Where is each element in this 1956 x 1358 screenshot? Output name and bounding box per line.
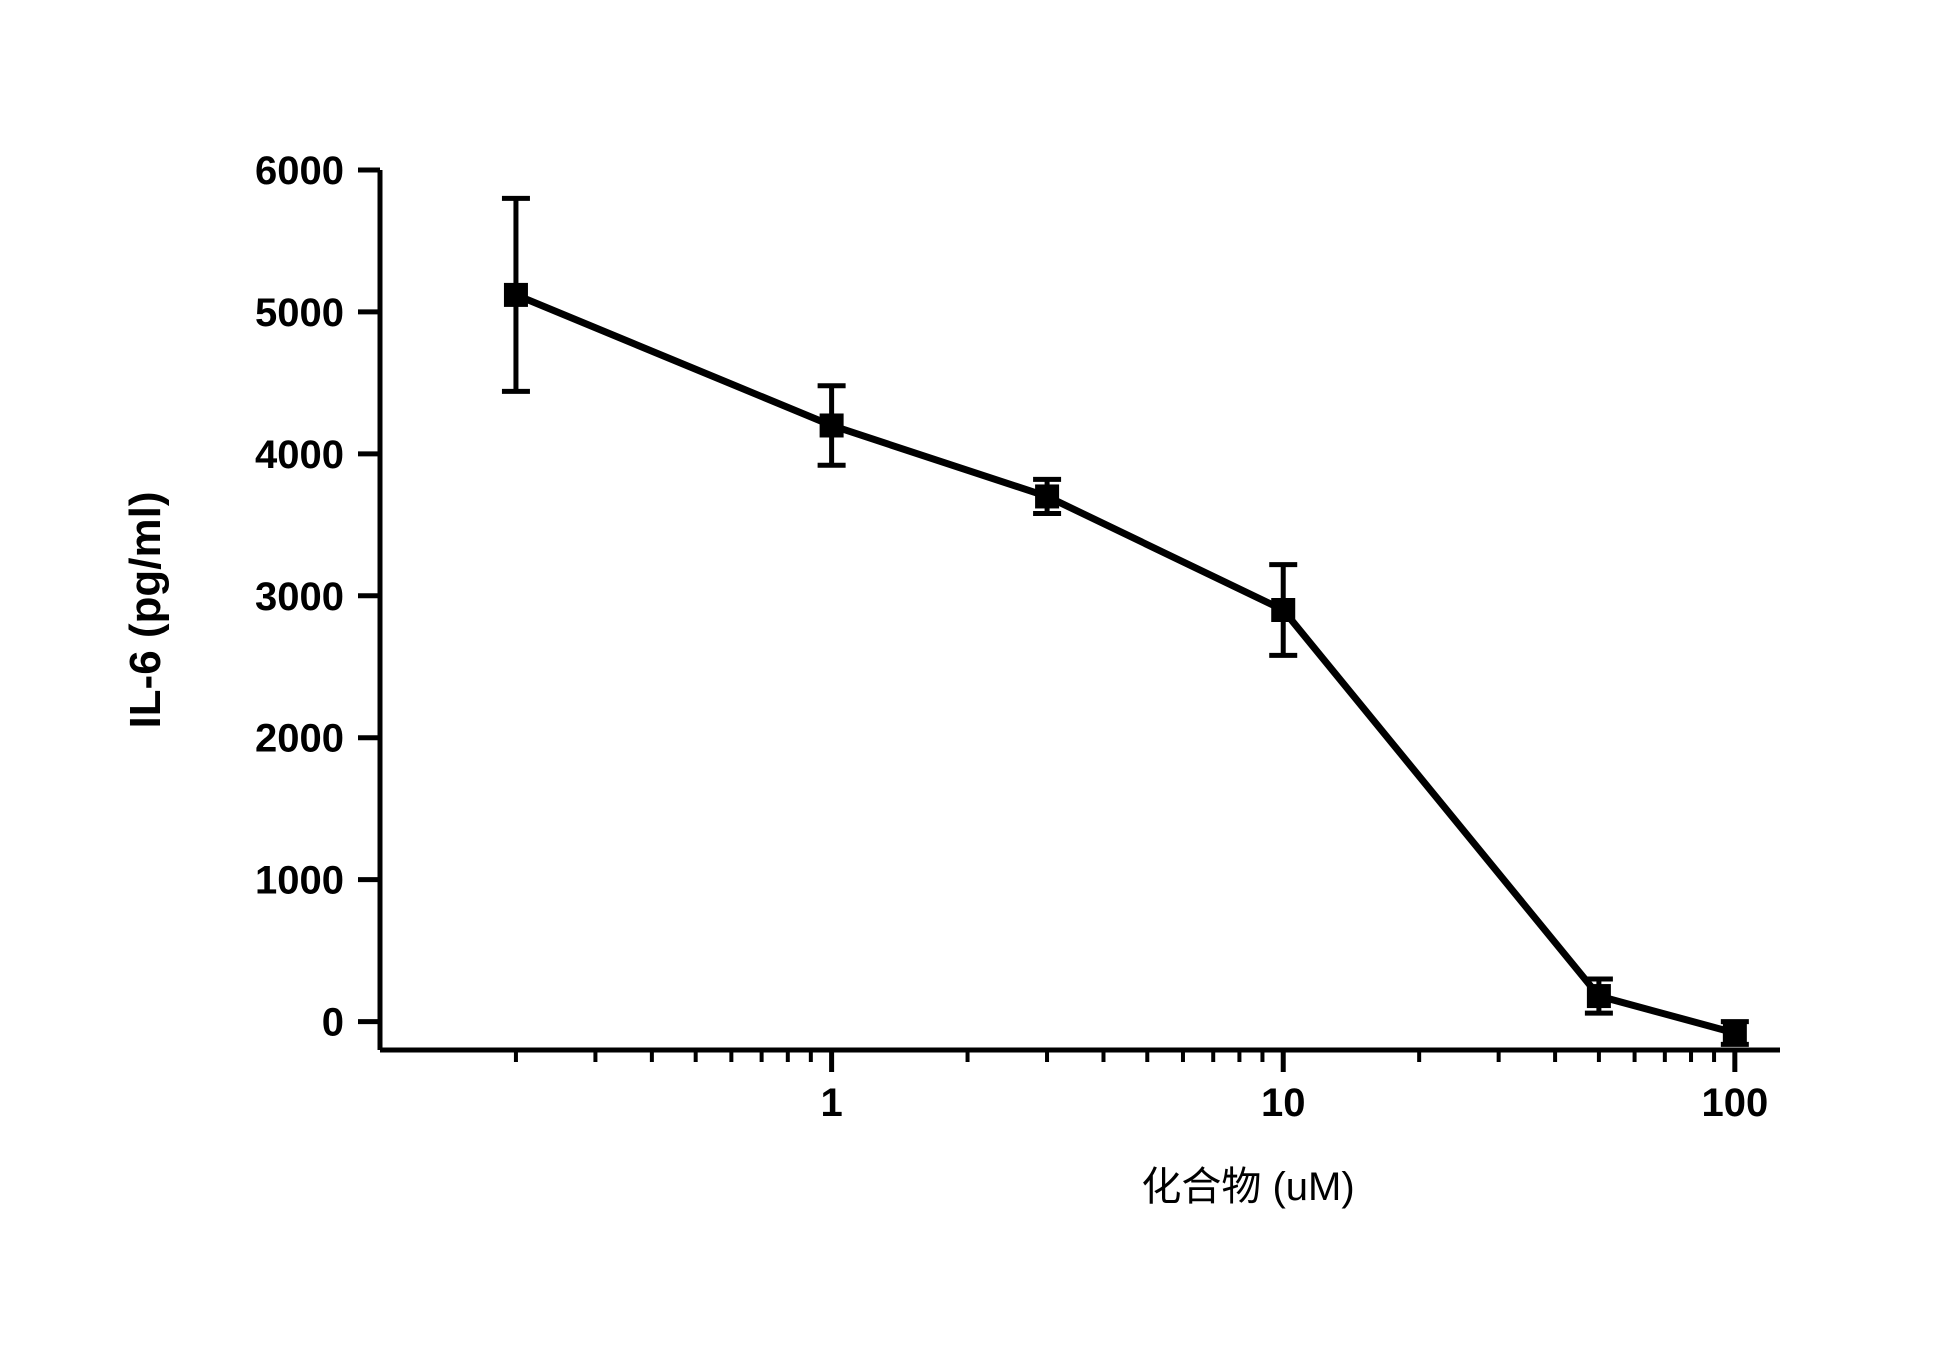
y-axis-label: IL-6 (pg/ml) [121,491,170,728]
data-marker [1723,1021,1747,1045]
chart-container: 0 1000 2000 3000 4000 5000 6000 IL-6 (pg/ml) 1 10… [0,0,1956,1358]
data-marker [1587,984,1611,1008]
y-tick-label: 6000 [255,149,344,193]
chart-background [0,0,1956,1358]
y-tick-label: 0 [322,1001,344,1045]
y-tick-label: 2000 [255,717,344,761]
y-tick-label: 1000 [255,859,344,903]
y-tick-label: 3000 [255,575,344,619]
x-tick-label: 10 [1261,1081,1306,1125]
data-marker [1035,484,1059,508]
x-tick-label: 100 [1701,1081,1768,1125]
data-marker [504,283,528,307]
dose-response-chart: 0 1000 2000 3000 4000 5000 6000 IL-6 (pg/ml) 1 10… [0,0,1956,1358]
y-tick-label: 5000 [255,291,344,335]
y-tick-label: 4000 [255,433,344,477]
x-axis-label: 化合物 (uM) [1141,1165,1354,1209]
data-marker [1271,598,1295,622]
data-marker [820,413,844,437]
x-tick-label: 1 [820,1081,842,1125]
